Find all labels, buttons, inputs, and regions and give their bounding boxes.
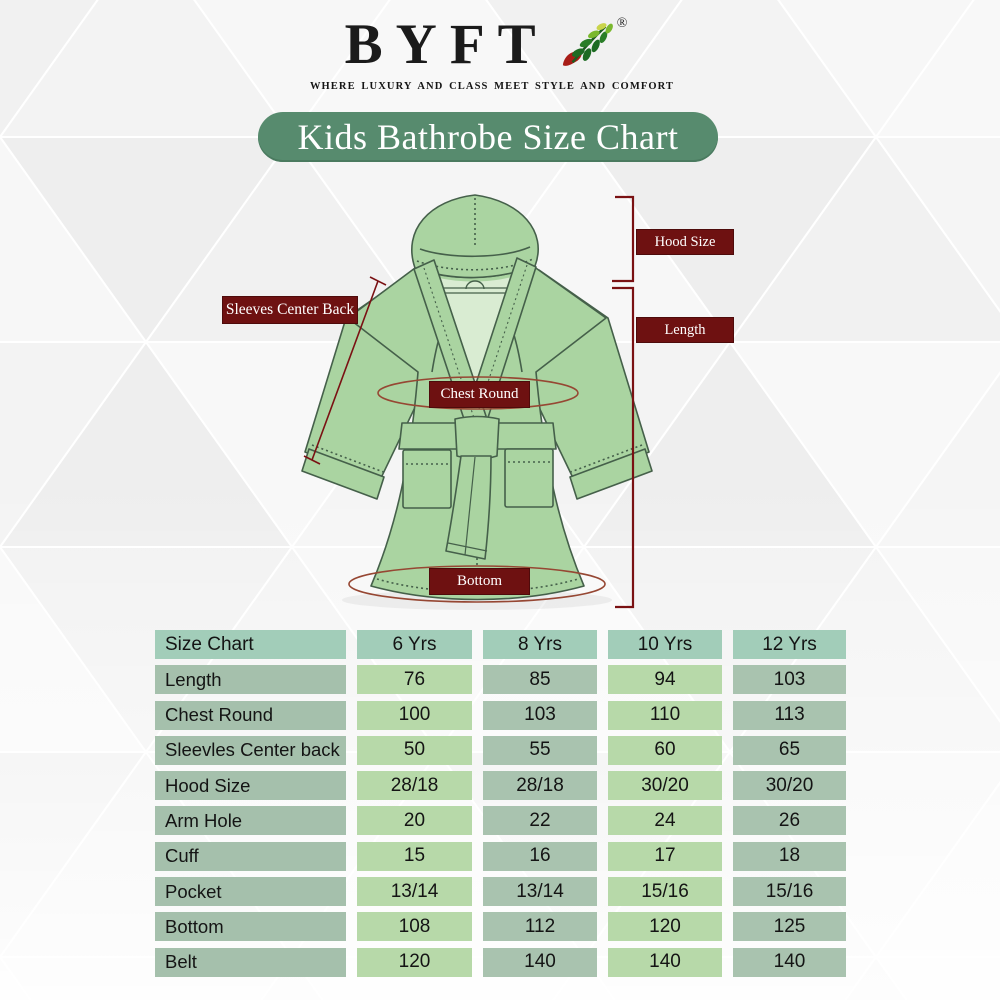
size-value: 140 [608, 947, 722, 977]
row-label-cuff: Cuff [155, 841, 346, 871]
length-label: Length [636, 317, 734, 343]
size-value: 16 [483, 841, 597, 871]
size-value: 24 [608, 806, 722, 836]
size-value: 26 [733, 806, 846, 836]
row-label-hood-size: Hood Size [155, 771, 346, 801]
belt-knot [454, 415, 500, 460]
size-value: 113 [733, 700, 846, 730]
col-header-12yrs: 12 Yrs [733, 630, 846, 659]
size-value: 17 [608, 841, 722, 871]
col-header-8yrs: 8 Yrs [483, 630, 597, 659]
size-value: 103 [483, 700, 597, 730]
col-header-title: Size Chart [155, 630, 346, 659]
chest-round-label: Chest Round [429, 381, 530, 408]
registered-mark: ® [616, 16, 628, 31]
chest-round-ellipse [377, 376, 579, 410]
sleeves-center-back-label: Sleeves Center Back [222, 296, 358, 324]
size-value: 108 [357, 912, 472, 942]
size-value: 85 [483, 665, 597, 695]
size-value: 28/18 [357, 771, 472, 801]
size-value: 140 [483, 947, 597, 977]
size-value: 18 [733, 841, 846, 871]
size-chart-table: Size Chart 6 Yrs 8 Yrs 10 Yrs 12 Yrs Len… [155, 630, 848, 977]
robe-right-cuff [569, 448, 653, 500]
size-value: 100 [357, 700, 472, 730]
size-value: 30/20 [608, 771, 722, 801]
hood-trim-upper [419, 246, 531, 258]
size-value: 30/20 [733, 771, 846, 801]
size-value: 15 [357, 841, 472, 871]
sleeves-center-back-line [311, 280, 379, 461]
size-value: 76 [357, 665, 472, 695]
left-pocket [402, 449, 452, 509]
size-value: 110 [608, 700, 722, 730]
size-value: 112 [483, 912, 597, 942]
size-value: 50 [357, 735, 472, 765]
size-value: 13/14 [357, 877, 472, 907]
belt-strap-fold [464, 456, 476, 556]
size-value: 20 [357, 806, 472, 836]
hood-size-bracket [612, 195, 635, 283]
row-label-sleeves-center-back: Sleevles Center back [155, 735, 346, 765]
leaf-icon [559, 16, 617, 77]
row-label-length: Length [155, 665, 346, 695]
brand-logo: BYFT ® [0, 14, 986, 77]
col-header-10yrs: 10 Yrs [608, 630, 722, 659]
bottom-ellipse [348, 565, 606, 603]
bottom-label: Bottom [429, 568, 530, 595]
robe-left-cuff [301, 448, 385, 500]
title-banner: Kids Bathrobe Size Chart [258, 112, 718, 162]
inner-back-seam [443, 287, 510, 294]
size-value: 60 [608, 735, 722, 765]
size-value: 65 [733, 735, 846, 765]
size-value: 15/16 [608, 877, 722, 907]
size-value: 103 [733, 665, 846, 695]
hood-size-label: Hood Size [636, 229, 734, 255]
size-value: 125 [733, 912, 846, 942]
col-header-6yrs: 6 Yrs [357, 630, 472, 659]
measurement-marks [303, 195, 635, 609]
brand-name: BYFT [344, 13, 549, 76]
hanger-loop [465, 280, 485, 290]
size-value: 140 [733, 947, 846, 977]
size-value: 22 [483, 806, 597, 836]
length-bracket [612, 286, 635, 609]
page-title: Kids Bathrobe Size Chart [297, 117, 679, 157]
robe-hood [411, 194, 539, 279]
row-label-belt: Belt [155, 947, 346, 977]
row-label-pocket: Pocket [155, 877, 346, 907]
size-value: 120 [357, 947, 472, 977]
size-value: 120 [608, 912, 722, 942]
brand-tagline: WHERE LUXURY AND CLASS MEET STYLE AND CO… [309, 81, 675, 92]
size-value: 28/18 [483, 771, 597, 801]
row-label-arm-hole: Arm Hole [155, 806, 346, 836]
size-value: 13/14 [483, 877, 597, 907]
row-label-chest-round: Chest Round [155, 700, 346, 730]
size-value: 55 [483, 735, 597, 765]
right-pocket [504, 448, 554, 508]
size-value: 15/16 [733, 877, 846, 907]
row-label-bottom: Bottom [155, 912, 346, 942]
belt-strap [445, 455, 492, 560]
size-value: 94 [608, 665, 722, 695]
